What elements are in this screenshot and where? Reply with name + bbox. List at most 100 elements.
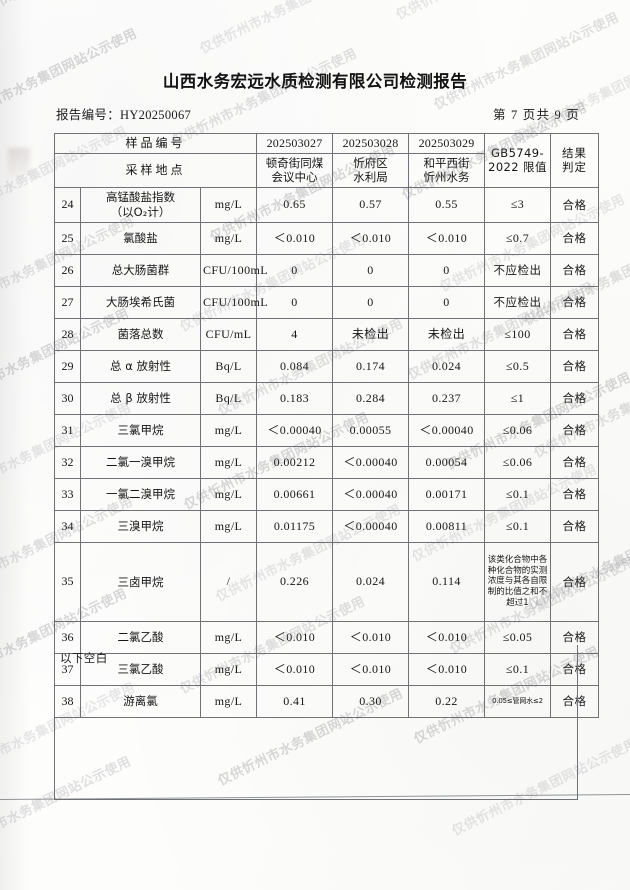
row-item-line1: 一氯二溴甲烷 <box>106 487 175 502</box>
row-value-sample-3: 0.024 <box>408 349 485 383</box>
row-item-name: 高锰酸盐指数 （以O₂计） <box>80 186 201 223</box>
row-item-line1: 总大肠菌群 <box>111 263 170 278</box>
row-item-line1: 菌落总数 <box>117 327 164 342</box>
row-judgement: 合格 <box>550 684 599 718</box>
row-unit: Bq/L <box>200 381 257 415</box>
row-index: 27 <box>54 285 81 319</box>
table-row: 38 游离氯 mg/L 0.41 0.30 0.22 0.05≤管网水≤2 合格 <box>54 684 599 718</box>
row-value-sample-1: 0.00661 <box>256 477 333 511</box>
row-standard-limit: 该类化合物中各种化合物的实测浓度与其各自限制的比值之和不超过1 <box>484 541 551 622</box>
row-item-line1: 三卤甲烷 <box>117 574 164 589</box>
row-item-line1: 二氯一溴甲烷 <box>106 455 175 470</box>
row-item-name: 二氯乙酸 <box>80 620 201 654</box>
row-item-line1: 总 α 放射性 <box>110 359 171 374</box>
row-judgement: 合格 <box>550 186 599 223</box>
row-value-sample-2: 未检出 <box>332 317 409 351</box>
report-meta-row: 报告编号：HY20250067 第 7 页共 9 页 <box>56 104 580 123</box>
row-judgement: 合格 <box>550 317 599 351</box>
row-judgement: 合格 <box>550 509 599 543</box>
header-row-sampling-site: 采样地点 顿奇街同煤 会议中心 忻府区 水利局 和平西街 忻州水务 <box>54 153 599 188</box>
table-row: 32 二氯一溴甲烷 mg/L 0.00212 ＜0.00040 0.00054 ≤0.06 合… <box>54 445 599 479</box>
row-item-line1: 二氯乙酸 <box>117 630 164 645</box>
row-item-name: 总大肠菌群 <box>80 253 201 287</box>
header-standard-line1: GB5749- <box>490 146 545 160</box>
row-unit: mg/L <box>200 509 257 543</box>
row-value-sample-1: ＜0.00040 <box>256 413 333 447</box>
row-unit: CFU/100mL <box>200 253 268 287</box>
row-value-sample-1: 0 <box>256 253 333 287</box>
row-value-sample-3: ＜0.010 <box>408 221 485 255</box>
table-row: 37 三氯乙酸 mg/L ＜0.010 ＜0.010 ＜0.010 ≤0.1 合格 <box>54 652 599 686</box>
table-row: 36 二氯乙酸 mg/L ＜0.010 ＜0.010 ＜0.010 ≤0.05 合格 <box>54 620 599 654</box>
table-row: 24 高锰酸盐指数 （以O₂计） mg/L 0.65 0.57 0.55 ≤3 合格 <box>54 186 599 223</box>
row-item-name: 大肠埃希氏菌 <box>80 285 201 319</box>
row-index: 28 <box>54 317 81 351</box>
table-row: 30 总 β 放射性 Bq/L 0.183 0.284 0.237 ≤1 合格 <box>54 381 599 415</box>
row-index: 34 <box>54 509 81 543</box>
row-item-name: 三溴甲烷 <box>80 509 201 543</box>
table-row: 35 三卤甲烷 /0.226 0.024 0.114 该类化合物中各种化合物的实测浓度与其… <box>54 541 599 622</box>
header-sampling-site-label: 采样地点 <box>54 153 257 188</box>
blank-area-label: 以下空白 <box>60 651 108 665</box>
row-item-line1: 高锰酸盐指数 <box>106 190 175 205</box>
row-item-line1: 三溴甲烷 <box>117 519 164 534</box>
header-site-1: 顿奇街同煤 会议中心 <box>256 153 333 188</box>
row-value-sample-1: 0.01175 <box>256 509 333 543</box>
row-judgement: 合格 <box>550 477 599 511</box>
test-results-table: 样品编号 202503027 202503028 202503029 GB574… <box>54 133 599 718</box>
header-site-1-line2: 会议中心 <box>271 170 318 185</box>
row-unit: mg/L <box>200 445 257 479</box>
row-value-sample-2: 0.00055 <box>332 413 409 447</box>
row-value-sample-2: 0 <box>332 253 409 287</box>
table-row: 34 三溴甲烷 mg/L 0.01175 ＜0.00040 0.00811 ≤0.1 合格 <box>54 509 599 543</box>
row-unit: mg/L <box>200 477 257 511</box>
header-site-1-line1: 顿奇街同煤 <box>265 156 324 170</box>
table-row: 29 总 α 放射性 Bq/L 0.084 0.174 0.024 ≤0.5 合格 <box>54 349 599 383</box>
header-standard-line2: 2022 限值 <box>488 160 547 175</box>
row-item-name: 三卤甲烷 <box>80 541 201 622</box>
page-title: 山西水务宏远水质检测有限公司检测报告 <box>162 72 468 91</box>
row-value-sample-3: 0.114 <box>408 541 485 622</box>
row-standard-limit: ≤100 <box>484 317 551 351</box>
row-value-sample-3: 0.22 <box>408 684 485 718</box>
table-row: 33 一氯二溴甲烷 mg/L 0.00661 ＜0.00040 0.00171 ≤0.1 合格 <box>54 477 599 511</box>
row-index: 29 <box>54 349 81 383</box>
row-unit: CFU/100mL <box>200 285 268 319</box>
row-value-sample-2: ＜0.00040 <box>332 477 409 511</box>
row-judgement: 合格 <box>550 349 599 383</box>
row-item-name: 三氯乙酸 <box>80 652 201 686</box>
row-index: 33 <box>54 477 81 511</box>
row-judgement: 合格 <box>550 221 599 255</box>
row-item-line1: 游离氯 <box>123 694 158 709</box>
row-value-sample-1: 4 <box>256 317 333 351</box>
row-index: 32 <box>54 445 81 479</box>
row-item-name: 总 α 放射性 <box>80 349 201 383</box>
table-row: 26 总大肠菌群 CFU/100mL 0 0 0 不应检出 合格 <box>54 253 599 287</box>
row-unit: mg/L <box>200 186 257 223</box>
row-item-name: 氯酸盐 <box>80 221 201 255</box>
row-value-sample-1: ＜0.010 <box>256 652 333 686</box>
row-value-sample-1: 0.00212 <box>256 445 333 479</box>
table-row: 28 菌落总数 CFU/mL 4 未检出 未检出 ≤100 合格 <box>54 317 599 351</box>
table-body: 24 高锰酸盐指数 （以O₂计） mg/L 0.65 0.57 0.55 ≤3 合格 25 氯酸盐 m… <box>54 186 599 718</box>
row-value-sample-3: 0.00171 <box>408 477 485 511</box>
header-site-2: 忻府区 水利局 <box>332 153 409 188</box>
row-standard-limit: 0.05≤管网水≤2 <box>484 684 551 718</box>
row-value-sample-3: ＜0.00040 <box>408 413 485 447</box>
row-standard-limit: ≤0.1 <box>484 652 551 686</box>
header-site-2-line1: 忻府区 <box>353 156 388 170</box>
row-standard-limit: ≤3 <box>484 186 551 223</box>
row-value-sample-2: ＜0.00040 <box>332 445 409 479</box>
row-value-sample-3: 未检出 <box>408 317 485 351</box>
row-unit: mg/L <box>200 652 257 686</box>
row-item-line1: 总 β 放射性 <box>110 391 171 406</box>
header-sample-no-2: 202503028 <box>332 133 409 154</box>
header-site-3-line2: 忻州水务 <box>423 170 470 185</box>
row-item-name: 三氯甲烷 <box>80 413 201 447</box>
row-value-sample-1: 0 <box>256 285 333 319</box>
row-standard-limit: ≤0.1 <box>484 509 551 543</box>
row-value-sample-2: 0.30 <box>332 684 409 718</box>
row-judgement: 合格 <box>550 541 599 622</box>
row-value-sample-2: ＜0.00040 <box>332 509 409 543</box>
